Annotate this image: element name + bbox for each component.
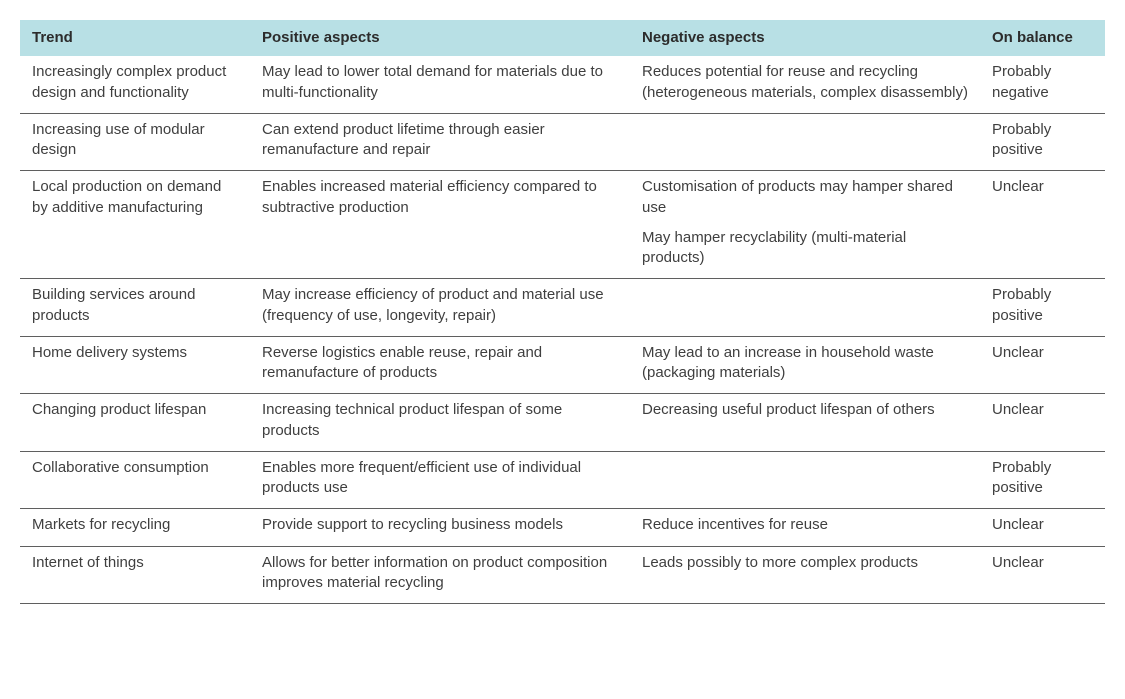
cell-trend: Internet of things bbox=[20, 546, 250, 604]
table-row: Local production on demand by additive m… bbox=[20, 171, 1105, 279]
cell-positive: Reverse logistics enable reuse, repair a… bbox=[250, 336, 630, 394]
cell-trend: Increasingly complex product design and … bbox=[20, 56, 250, 113]
cell-balance: Unclear bbox=[980, 394, 1105, 452]
cell-trend: Markets for recycling bbox=[20, 509, 250, 546]
cell-positive: Enables more frequent/efficient use of i… bbox=[250, 451, 630, 509]
table-header-row: Trend Positive aspects Negative aspects … bbox=[20, 20, 1105, 56]
cell-balance: Probably positive bbox=[980, 451, 1105, 509]
cell-positive: Enables increased material efficiency co… bbox=[250, 171, 630, 279]
cell-trend: Collaborative consumption bbox=[20, 451, 250, 509]
table-body: Increasingly complex product design and … bbox=[20, 56, 1105, 603]
table-row: Building services around productsMay inc… bbox=[20, 279, 1105, 337]
cell-trend: Local production on demand by additive m… bbox=[20, 171, 250, 279]
table-row: Home delivery systemsReverse logistics e… bbox=[20, 336, 1105, 394]
cell-positive: Provide support to recycling business mo… bbox=[250, 509, 630, 546]
cell-positive: Allows for better information on product… bbox=[250, 546, 630, 604]
cell-balance: Unclear bbox=[980, 336, 1105, 394]
col-header-negative: Negative aspects bbox=[630, 20, 980, 56]
cell-balance: Probably negative bbox=[980, 56, 1105, 113]
col-header-positive: Positive aspects bbox=[250, 20, 630, 56]
cell-positive: May lead to lower total demand for mater… bbox=[250, 56, 630, 113]
cell-balance: Unclear bbox=[980, 171, 1105, 279]
cell-negative: May lead to an increase in household was… bbox=[630, 336, 980, 394]
cell-negative: Decreasing useful product lifespan of ot… bbox=[630, 394, 980, 452]
cell-negative: Reduce incentives for reuse bbox=[630, 509, 980, 546]
cell-balance: Probably positive bbox=[980, 113, 1105, 171]
table-row: Increasingly complex product design and … bbox=[20, 56, 1105, 113]
cell-trend: Changing product lifespan bbox=[20, 394, 250, 452]
col-header-balance: On balance bbox=[980, 20, 1105, 56]
cell-negative bbox=[630, 113, 980, 171]
cell-trend: Building services around products bbox=[20, 279, 250, 337]
cell-trend: Increasing use of modular design bbox=[20, 113, 250, 171]
cell-negative: Reduces potential for reuse and recyclin… bbox=[630, 56, 980, 113]
trends-table-container: Trend Positive aspects Negative aspects … bbox=[20, 20, 1105, 604]
cell-trend: Home delivery systems bbox=[20, 336, 250, 394]
cell-negative bbox=[630, 451, 980, 509]
table-row: Changing product lifespanIncreasing tech… bbox=[20, 394, 1105, 452]
cell-negative: Customisation of products may hamper sha… bbox=[630, 171, 980, 279]
cell-negative bbox=[630, 279, 980, 337]
cell-positive: Can extend product lifetime through easi… bbox=[250, 113, 630, 171]
table-row: Markets for recyclingProvide support to … bbox=[20, 509, 1105, 546]
col-header-trend: Trend bbox=[20, 20, 250, 56]
table-row: Internet of thingsAllows for better info… bbox=[20, 546, 1105, 604]
cell-negative: Leads possibly to more complex products bbox=[630, 546, 980, 604]
trends-table: Trend Positive aspects Negative aspects … bbox=[20, 20, 1105, 604]
table-row: Collaborative consumptionEnables more fr… bbox=[20, 451, 1105, 509]
cell-positive: May increase efficiency of product and m… bbox=[250, 279, 630, 337]
cell-positive: Increasing technical product lifespan of… bbox=[250, 394, 630, 452]
cell-balance: Unclear bbox=[980, 546, 1105, 604]
cell-balance: Unclear bbox=[980, 509, 1105, 546]
table-row: Increasing use of modular designCan exte… bbox=[20, 113, 1105, 171]
cell-balance: Probably positive bbox=[980, 279, 1105, 337]
